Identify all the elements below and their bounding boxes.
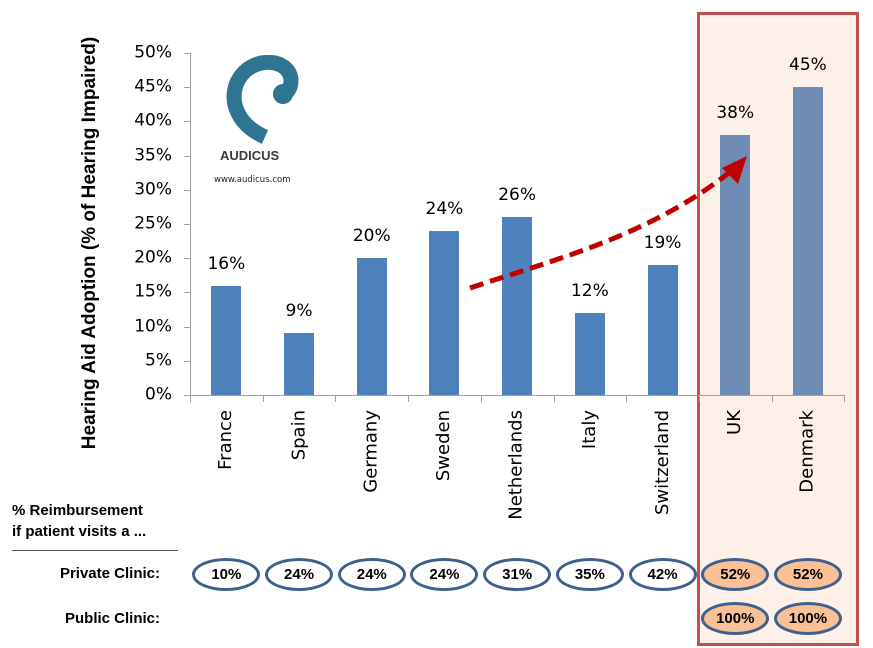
y-tick-label: 15% <box>134 281 172 302</box>
bar-value-label: 26% <box>498 185 537 206</box>
private-reimbursement-france: 10% <box>192 558 261 591</box>
x-tick-mark <box>844 395 846 402</box>
logo-wordmark: AUDICUS <box>220 148 280 163</box>
y-tick-mark <box>184 360 190 362</box>
x-tick-mark <box>408 395 410 402</box>
bar-value-label: 24% <box>425 198 464 219</box>
y-tick-mark <box>184 395 190 396</box>
x-tick-mark <box>553 395 555 402</box>
x-tick-mark <box>771 395 773 402</box>
audicus-logo-icon <box>226 55 299 144</box>
y-tick-label: 50% <box>134 42 172 63</box>
y-tick-mark <box>184 326 190 328</box>
table-divider <box>12 550 178 551</box>
y-tick-mark <box>184 189 190 191</box>
bar-value-label: 16% <box>207 253 246 274</box>
private-reimbursement-denmark: 52% <box>773 558 842 591</box>
public-reimbursement-denmark: 100% <box>773 602 842 635</box>
x-tick-mark <box>626 395 628 402</box>
y-tick-mark <box>184 292 190 294</box>
bar-spain <box>284 333 315 395</box>
x-tick-mark <box>698 395 700 402</box>
private-reimbursement-uk: 52% <box>701 558 770 591</box>
x-axis-line <box>190 395 844 396</box>
bar-netherlands <box>502 217 533 395</box>
y-tick-mark <box>184 224 190 225</box>
x-tick-mark <box>480 395 482 402</box>
private-reimbursement-italy: 35% <box>555 558 624 591</box>
private-reimbursement-switzerland: 42% <box>628 558 697 591</box>
y-tick-label: 10% <box>134 316 172 337</box>
x-tick-mark <box>190 395 191 402</box>
bar-value-label: 12% <box>570 280 609 301</box>
private-reimbursement-germany: 24% <box>337 558 406 591</box>
logo-url: www.audicus.com <box>214 175 291 185</box>
y-tick-label: 0% <box>145 384 172 405</box>
y-tick-label: 5% <box>145 350 172 371</box>
public-reimbursement-uk: 100% <box>701 602 770 635</box>
private-reimbursement-netherlands: 31% <box>483 558 552 591</box>
table-header-line2: if patient visits a ... <box>12 523 147 540</box>
bar-denmark <box>792 87 823 395</box>
private-reimbursement-sweden: 24% <box>410 558 479 591</box>
bar-sweden <box>429 230 460 395</box>
y-tick-label: 20% <box>134 247 172 268</box>
bar-value-label: 20% <box>352 226 391 247</box>
y-tick-label: 40% <box>134 110 172 131</box>
y-tick-mark <box>184 121 190 123</box>
bar-value-label: 9% <box>285 301 313 322</box>
bar-value-label: 38% <box>716 103 755 124</box>
x-tick-mark <box>262 395 264 402</box>
y-axis-line <box>190 53 191 396</box>
y-tick-label: 35% <box>134 145 172 166</box>
bar-italy <box>574 312 605 395</box>
y-tick-label: 45% <box>134 76 172 97</box>
table-header: % Reimbursement if patient visits a ... <box>12 500 146 542</box>
bar-value-label: 45% <box>789 55 827 76</box>
y-tick-label: 25% <box>134 213 172 234</box>
bar-germany <box>356 258 387 395</box>
private-reimbursement-spain: 24% <box>265 558 334 591</box>
bar-switzerland <box>647 265 678 395</box>
y-tick-mark <box>184 258 190 260</box>
row-label-private: Private Clinic: <box>59 565 160 582</box>
bar-france <box>211 285 242 395</box>
y-tick-mark <box>184 155 190 157</box>
table-header-line1: % Reimbursement <box>12 502 143 519</box>
y-tick-mark <box>184 53 190 54</box>
x-tick-mark <box>335 395 337 402</box>
bar-value-label: 19% <box>643 233 682 254</box>
y-tick-mark <box>184 87 190 89</box>
row-label-public: Public Clinic: <box>64 610 160 627</box>
y-tick-label: 30% <box>134 179 172 200</box>
